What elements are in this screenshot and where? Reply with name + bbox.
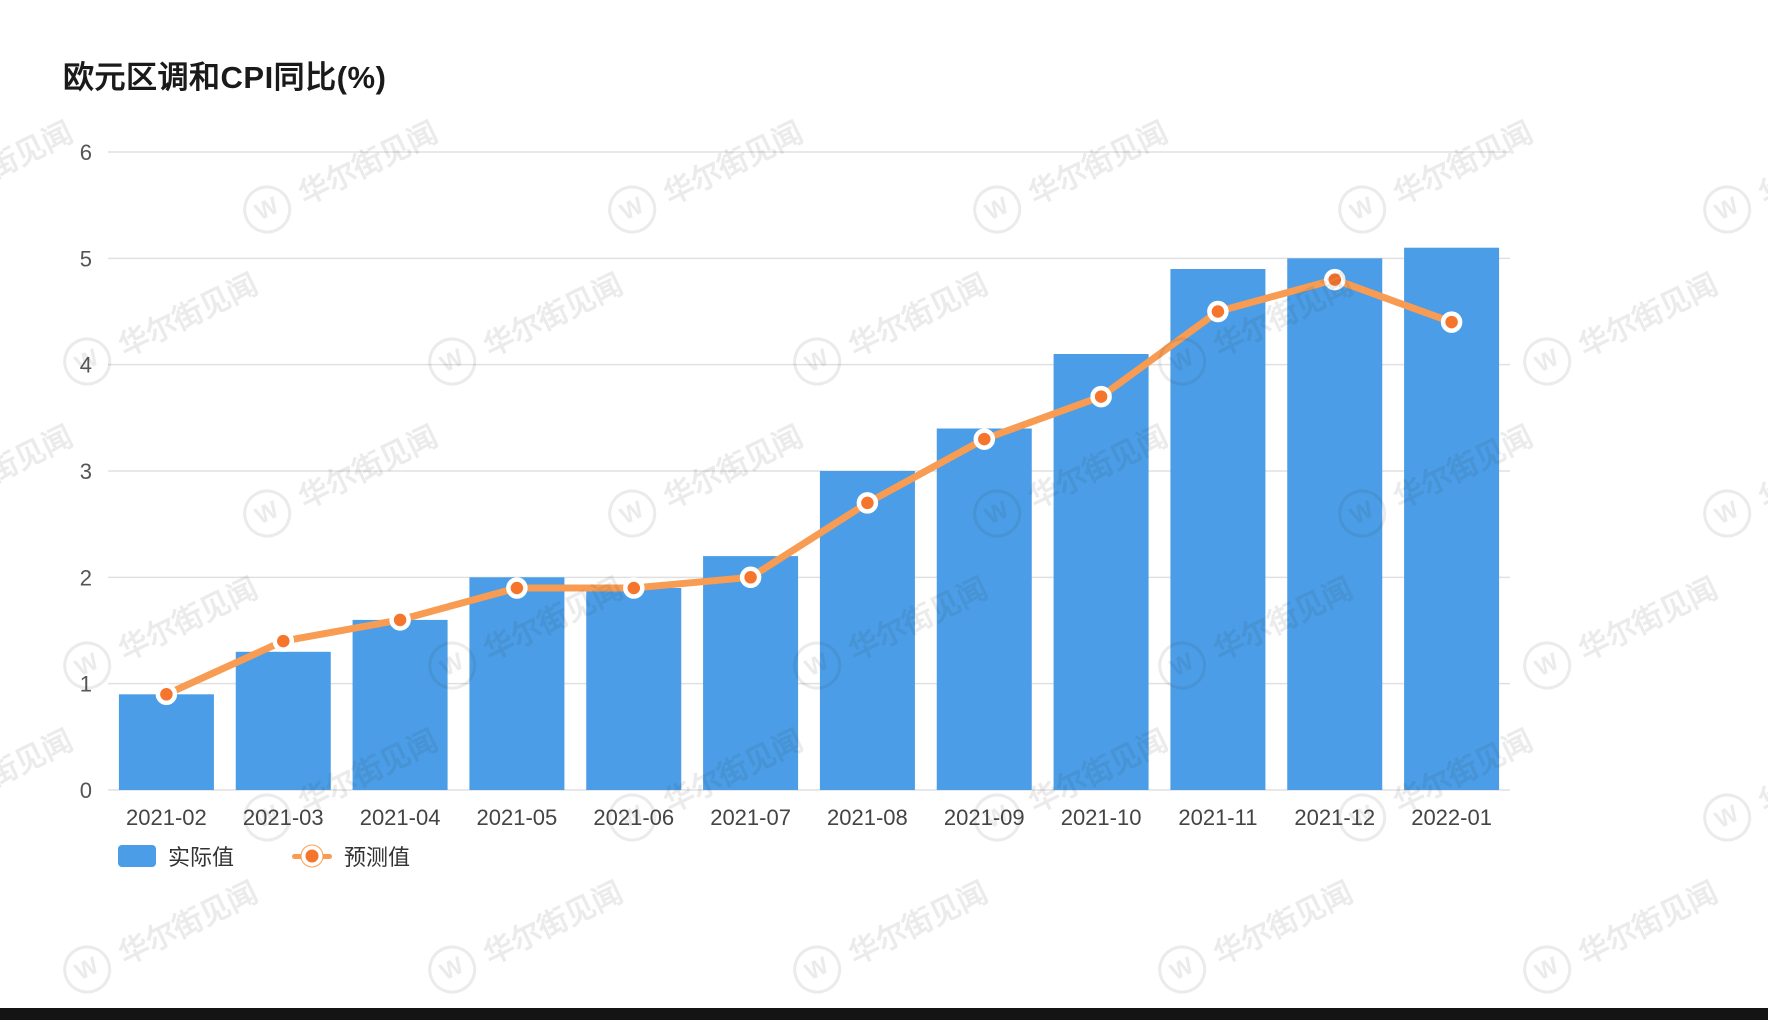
y-axis-tick: 0 [80,778,92,803]
legend-forecast-label: 预测值 [344,845,411,870]
bar-actual[interactable] [586,588,682,790]
bar-actual[interactable] [1170,269,1266,790]
forecast-marker[interactable] [1207,300,1229,323]
x-axis-tick: 2021-12 [1294,805,1375,830]
forecast-marker[interactable] [506,577,528,599]
forecast-line [162,276,1456,698]
watermark-logo-icon: W [1515,937,1580,1000]
watermark-logo-icon: W [785,937,850,1000]
bar-actual[interactable] [936,428,1032,791]
y-axis-tick: 2 [80,565,92,590]
x-axis-tick: 2021-05 [477,805,558,830]
forecast-marker[interactable] [739,566,762,589]
legend-item-forecast[interactable]: 预测值 [292,840,410,872]
y-axis-tick: 4 [80,353,92,378]
x-axis-tick: 2021-09 [944,805,1025,830]
watermark-logo-icon: W [55,937,120,1000]
forecast-marker[interactable] [856,492,879,514]
forecast-marker[interactable] [1440,311,1463,333]
chart-legend: 实际值 预测值 [118,840,410,872]
watermark-text: 华尔街见闻 [1208,876,1359,972]
actual-series-swatch [118,845,156,867]
forecast-marker-icon [301,845,323,867]
forecast-marker[interactable] [1090,385,1112,408]
chart-title: 欧元区调和CPI同比(%) [63,60,387,95]
x-axis-tick: 2021-11 [1178,805,1257,830]
watermark-text: 华尔街见闻 [478,876,629,972]
bar-actual[interactable] [469,577,565,790]
x-axis-tick: 2021-10 [1061,805,1142,830]
cpi-chart: 0 1 2 3 4 5 6 2021-02 2021-03 2021-04 2021-05 2021-… [0,110,1768,840]
watermark-logo-icon: W [1150,937,1215,1000]
x-axis-tick: 2021-04 [360,805,441,830]
bar-actual[interactable] [352,619,448,790]
forecast-marker[interactable] [155,683,178,706]
bar-actual[interactable] [1053,354,1149,790]
watermark-text: 华尔街见闻 [1573,876,1724,972]
bar-actual[interactable] [235,651,331,790]
x-axis-tick: 2021-06 [593,805,674,830]
bar-actual[interactable] [1287,258,1383,790]
bar-actual[interactable] [703,556,799,790]
chart-canvas: 0 1 2 3 4 5 6 2021-02 2021-03 2021-04 2021-05 2021-… [80,140,1510,830]
watermark-text: 华尔街见闻 [113,876,264,972]
forecast-marker[interactable] [973,428,996,450]
bar-actual[interactable] [819,471,915,790]
legend-actual-label: 实际值 [168,845,235,870]
y-axis-tick: 1 [80,672,92,697]
x-axis-tick: 2021-03 [243,805,324,830]
x-axis-tick: 2021-02 [126,805,207,830]
x-axis-tick: 2022-01 [1411,805,1492,830]
forecast-marker[interactable] [1324,268,1346,291]
forecast-marker[interactable] [272,630,295,652]
forecast-marker[interactable] [389,609,411,631]
forecast-series-swatch [292,845,333,867]
y-axis-tick: 6 [80,140,92,165]
forecast-marker[interactable] [623,577,645,599]
y-axis-tick: 3 [80,459,92,484]
bottom-bar [0,1008,1768,1020]
watermark-text: 华尔街见闻 [843,876,994,972]
x-axis-tick: 2021-08 [827,805,908,830]
bar-actual[interactable] [1404,247,1500,790]
legend-item-actual[interactable]: 实际值 [118,840,234,872]
y-axis-tick: 5 [80,246,92,271]
x-axis-tick: 2021-07 [710,805,791,830]
watermark-logo-icon: W [420,937,485,1000]
bar-actual[interactable] [118,694,214,790]
